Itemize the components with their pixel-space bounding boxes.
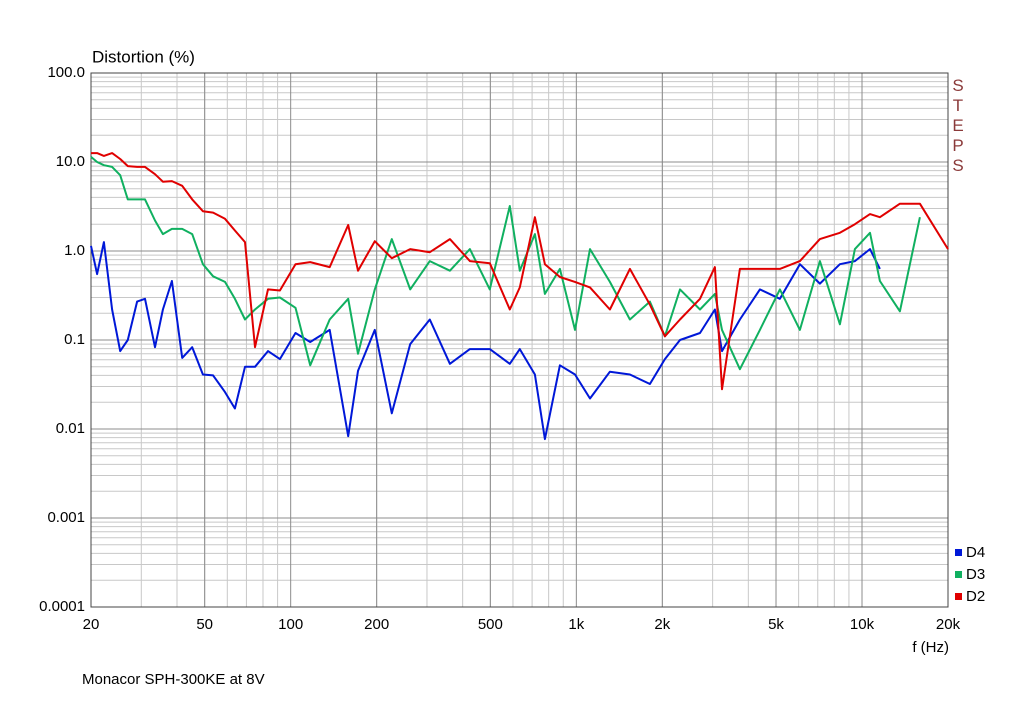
y-tick-label: 0.1 xyxy=(64,331,85,348)
x-tick-label: 20k xyxy=(936,616,961,633)
series-line xyxy=(90,156,921,371)
x-tick-label: 50 xyxy=(196,616,213,633)
x-tick-label: 20 xyxy=(83,616,100,633)
series-line xyxy=(91,152,949,391)
x-tick-label: 5k xyxy=(768,616,784,633)
y-tick-label: 0.0001 xyxy=(39,598,85,615)
y-tick-label: 100.0 xyxy=(47,64,85,81)
legend-swatch xyxy=(955,593,962,600)
legend-swatch xyxy=(955,549,962,556)
y-tick-label: 10.0 xyxy=(56,153,85,170)
y-tick-label: 0.001 xyxy=(47,509,85,526)
x-tick-label: 2k xyxy=(654,616,670,633)
x-axis-label: f (Hz) xyxy=(912,639,949,656)
x-tick-label: 100 xyxy=(278,616,303,633)
chart-title: Distortion (%) xyxy=(92,47,195,66)
x-tick-label: 500 xyxy=(478,616,503,633)
y-tick-label: 0.01 xyxy=(56,420,85,437)
legend-label: D2 xyxy=(966,588,985,605)
legend-swatch xyxy=(955,571,962,578)
x-tick-label: 200 xyxy=(364,616,389,633)
x-tick-label: 1k xyxy=(568,616,584,633)
footer: Monacor SPH-300KE at 8V xyxy=(82,671,265,688)
watermark: STEPS xyxy=(949,76,968,176)
plot-frame xyxy=(90,72,949,608)
legend-label: D3 xyxy=(966,566,985,583)
y-tick-label: 1.0 xyxy=(64,242,85,259)
legend-label: D4 xyxy=(966,544,985,561)
x-tick-label: 10k xyxy=(850,616,875,633)
